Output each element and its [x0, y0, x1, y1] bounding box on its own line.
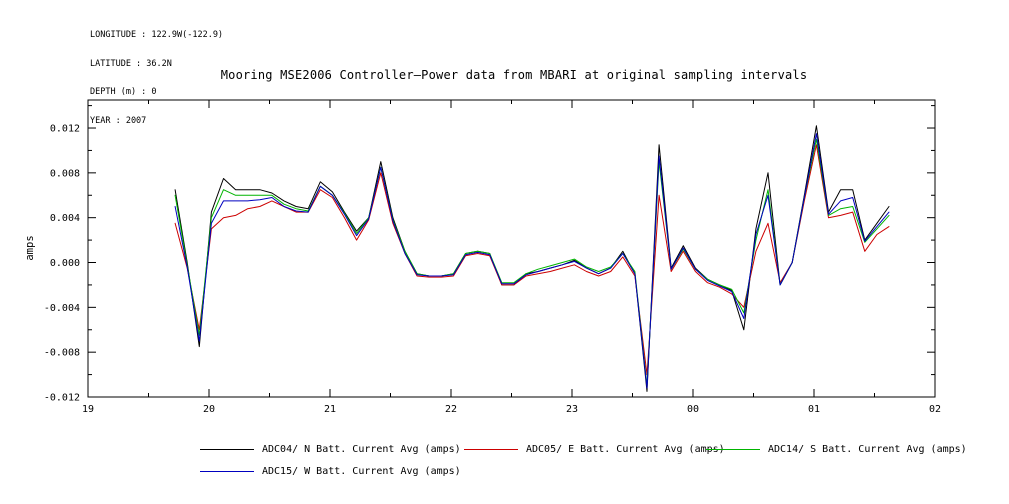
y-tick-label: -0.008 — [44, 348, 80, 359]
series-line-ADC14 — [174, 138, 890, 387]
y-tick-label: -0.004 — [44, 303, 80, 314]
y-tick-label: 0.004 — [50, 213, 80, 224]
legend-label-adc15: ADC15/ W Batt. Current Avg (amps) — [262, 466, 461, 477]
header-year: YEAR : 2007 — [90, 115, 147, 126]
x-tick-label: 01 — [808, 404, 820, 415]
x-tick-label: 23 — [566, 404, 578, 415]
x-tick-label: 00 — [687, 404, 699, 415]
legend-label-adc14: ADC14/ S Batt. Current Avg (amps) — [768, 444, 967, 455]
series-line-ADC05 — [174, 144, 890, 376]
x-tick-label: 20 — [203, 404, 215, 415]
legend-item-adc04: ADC04/ N Batt. Current Avg (amps) — [200, 444, 461, 455]
header-depth: DEPTH (m) : 0 — [90, 87, 157, 97]
legend-line-sample-adc05 — [464, 449, 518, 450]
y-tick-label: 0.000 — [50, 258, 80, 269]
series-line-ADC04 — [174, 125, 890, 392]
header-latitude: LATITUDE : 36.2N — [90, 58, 172, 69]
plot-header-info: LONGITUDE : 122.9W(-122.9) LATITUDE : 36… — [90, 12, 223, 136]
legend-line-sample-adc14 — [706, 449, 760, 450]
plot-frame — [87, 99, 936, 398]
header-longitude: LONGITUDE : 122.9W(-122.9) — [90, 30, 224, 40]
x-tick-label: 22 — [445, 404, 457, 415]
legend-item-adc05: ADC05/ E Batt. Current Avg (amps) — [464, 444, 725, 455]
x-tick-label: 21 — [324, 404, 336, 415]
legend-label-adc05: ADC05/ E Batt. Current Avg (amps) — [526, 444, 725, 455]
chart-title: Mooring MSE2006 Controller—Power data fr… — [220, 68, 808, 82]
legend-item-adc14: ADC14/ S Batt. Current Avg (amps) — [706, 444, 967, 455]
y-tick-label: -0.012 — [44, 393, 80, 404]
x-tick-label: 02 — [929, 404, 941, 415]
legend-item-adc15: ADC15/ W Batt. Current Avg (amps) — [200, 466, 461, 477]
legend-line-sample-adc15 — [200, 471, 254, 472]
y-tick-label: 0.012 — [50, 124, 80, 135]
legend-line-sample-adc04 — [200, 449, 254, 450]
x-tick-label: 19 — [82, 404, 94, 415]
series-line-ADC15 — [174, 133, 890, 389]
legend-label-adc04: ADC04/ N Batt. Current Avg (amps) — [262, 444, 461, 455]
y-tick-label: 0.008 — [50, 168, 80, 179]
